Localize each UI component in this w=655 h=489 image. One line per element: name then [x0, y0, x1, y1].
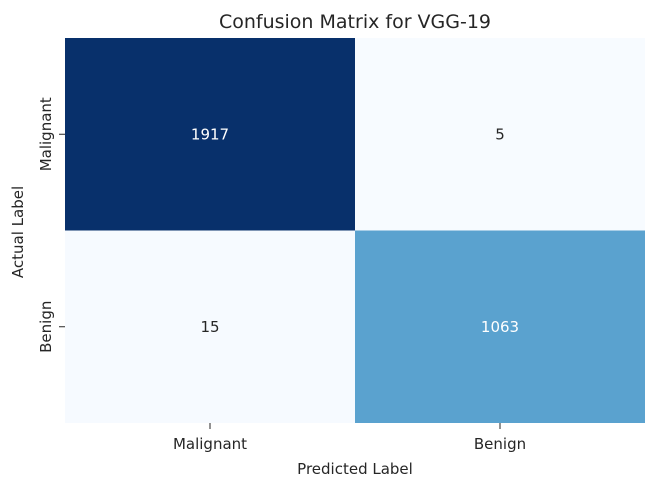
- cell-value-label: 1063: [481, 318, 519, 336]
- y-tick-label: Benign: [37, 301, 55, 353]
- x-tick-label: Benign: [474, 435, 526, 453]
- y-tick-label: Malignant: [37, 97, 55, 171]
- cell-value-label: 15: [200, 318, 219, 336]
- y-axis-label: Actual Label: [9, 186, 27, 278]
- chart-title: Confusion Matrix for VGG-19: [219, 11, 491, 33]
- x-axis-label: Predicted Label: [297, 460, 413, 478]
- cell-value-labels: 1917 5 15 1063: [191, 125, 519, 336]
- x-tick-label: Malignant: [173, 435, 247, 453]
- cell-value-label: 5: [495, 125, 505, 143]
- heatmap-cell-malignant-malignant: [65, 38, 355, 231]
- heatmap-cells: [65, 38, 645, 423]
- y-axis-ticks: Malignant Benign: [37, 97, 65, 353]
- heatmap-cell-benign-malignant: [65, 230, 355, 423]
- heatmap-cell-malignant-benign: [355, 38, 645, 231]
- cell-value-label: 1917: [191, 125, 229, 143]
- heatmap-cell-benign-benign: [355, 230, 645, 423]
- x-axis-ticks: Malignant Benign: [173, 423, 526, 453]
